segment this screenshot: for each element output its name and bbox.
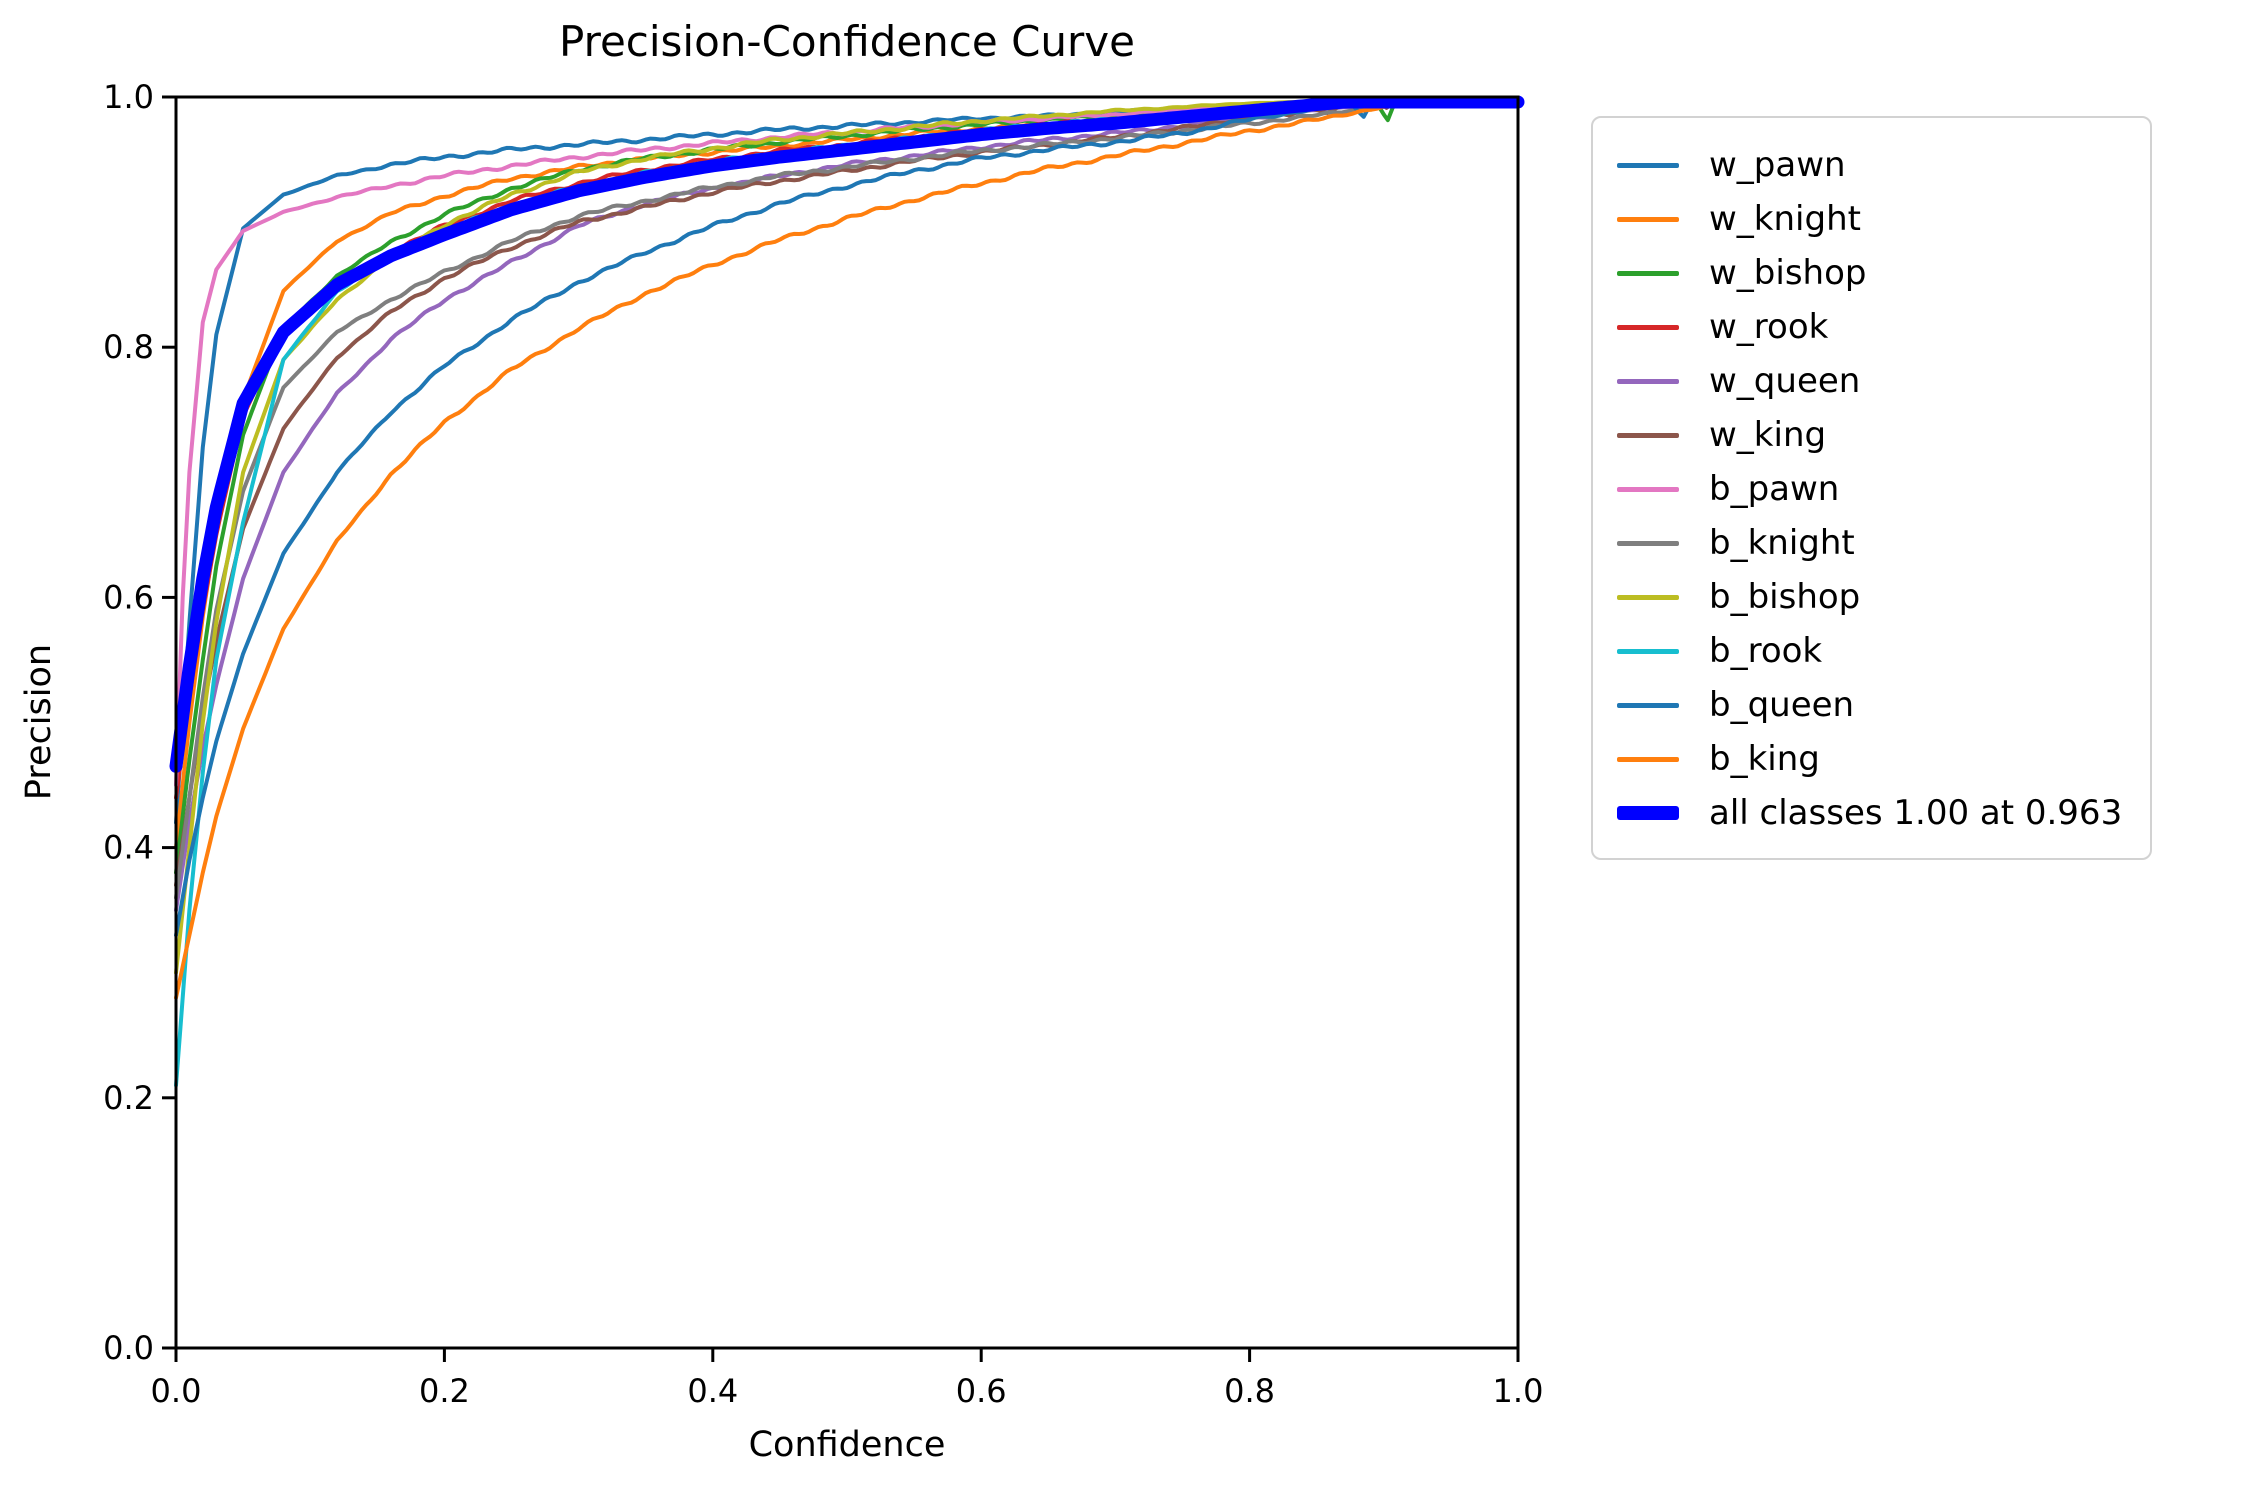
legend-label: b_pawn <box>1709 469 1840 509</box>
legend-label: b_rook <box>1709 631 1823 671</box>
curve-w_rook <box>174 97 1520 800</box>
curve-b_bishop <box>174 97 1520 975</box>
legend-item-w_knight: w_knight <box>1617 192 2122 246</box>
legend-item-b_bishop: b_bishop <box>1617 570 2122 624</box>
legend-swatch <box>1617 756 1679 762</box>
legend-swatch <box>1617 806 1679 820</box>
y-tick-label: 1.0 <box>103 78 154 116</box>
y-tick-label: 0.8 <box>103 328 154 366</box>
plot-frame <box>174 95 1520 1350</box>
legend-item-w_rook: w_rook <box>1617 300 2122 354</box>
legend-swatch <box>1617 702 1679 708</box>
legend-item-w_queen: w_queen <box>1617 354 2122 408</box>
chart-title: Precision-Confidence Curve <box>559 17 1135 66</box>
legend-item-w_pawn: w_pawn <box>1617 138 2122 192</box>
legend-item-w_king: w_king <box>1617 408 2122 462</box>
legend-item-b_rook: b_rook <box>1617 624 2122 678</box>
legend-swatch <box>1617 648 1679 654</box>
legend-swatch <box>1617 270 1679 276</box>
curve-b_rook <box>174 97 1520 1088</box>
legend-item-b_king: b_king <box>1617 732 2122 786</box>
curve-b_king <box>174 97 1520 1000</box>
y-axis-label: Precision <box>19 644 59 800</box>
y-tick-label: 0.0 <box>103 1329 154 1367</box>
legend-label: b_knight <box>1709 523 1855 563</box>
legend-item-b_queen: b_queen <box>1617 678 2122 732</box>
legend-swatch <box>1617 486 1679 492</box>
curve-w_knight <box>174 97 1520 850</box>
x-tick-label: 0.4 <box>687 1372 738 1410</box>
curve-w_pawn <box>174 97 1520 825</box>
x-tick-label: 1.0 <box>1493 1372 1544 1410</box>
y-tick-label: 0.6 <box>103 578 154 616</box>
legend-label: w_rook <box>1709 307 1829 347</box>
legend-item-b_pawn: b_pawn <box>1617 462 2122 516</box>
legend-label: w_knight <box>1709 199 1861 239</box>
legend-label: w_pawn <box>1709 145 1846 185</box>
x-axis-label: Confidence <box>749 1425 946 1465</box>
legend-label: w_king <box>1709 415 1827 455</box>
axes-group: 0.0 0.2 0.4 0.6 0.8 1.0 0.0 0.2 0.4 0.6 0.8 1.0 <box>103 78 1543 1410</box>
legend-swatch <box>1617 216 1679 222</box>
x-tick-label: 0.8 <box>1224 1372 1275 1410</box>
y-tick-label: 0.2 <box>103 1079 154 1117</box>
legend-swatch <box>1617 540 1679 546</box>
curve-b_pawn <box>174 97 1520 787</box>
x-tick-label: 0.0 <box>151 1372 202 1410</box>
legend-swatch <box>1617 162 1679 168</box>
legend-swatch <box>1617 432 1679 438</box>
legend-label: b_queen <box>1709 685 1855 725</box>
curve-b_queen <box>174 97 1520 938</box>
legend-label: b_king <box>1709 739 1820 779</box>
y-tick-label: 0.4 <box>103 829 154 867</box>
legend-label: all classes 1.00 at 0.963 <box>1709 793 2123 833</box>
curves-group <box>169 95 1525 1088</box>
legend: w_pawn w_knight w_bishop w_rook w_queen w_kin… <box>1591 116 2153 860</box>
legend-label: w_bishop <box>1709 253 1867 293</box>
x-tick-label: 0.2 <box>419 1372 470 1410</box>
legend-item-b_knight: b_knight <box>1617 516 2122 570</box>
x-tick-label: 0.6 <box>956 1372 1007 1410</box>
curve-b_knight <box>174 97 1520 900</box>
legend-swatch <box>1617 324 1679 330</box>
legend-label: w_queen <box>1709 361 1861 401</box>
curve-all-classes-1.00-at-0.963 <box>169 95 1525 773</box>
legend-item-w_bishop: w_bishop <box>1617 246 2122 300</box>
legend-swatch <box>1617 378 1679 384</box>
legend-item-all-classes-1.00-at-0.963: all classes 1.00 at 0.963 <box>1617 786 2122 840</box>
legend-label: b_bishop <box>1709 577 1861 617</box>
legend-swatch <box>1617 594 1679 600</box>
